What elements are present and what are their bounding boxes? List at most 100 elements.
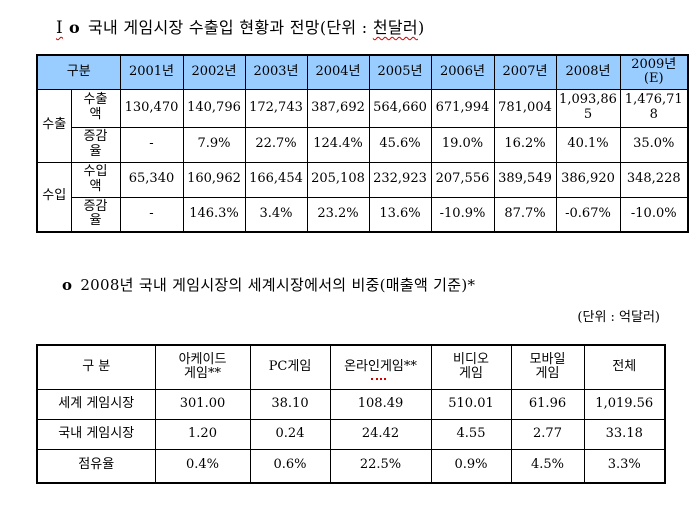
table-cell: 87.7% — [493, 196, 557, 233]
row-label: 증감 율 — [70, 126, 121, 163]
table1-corner-header: 구분 — [36, 54, 121, 90]
table-cell: 33.18 — [583, 418, 666, 450]
table-row: 점유율 0.4% 0.6% 22.5% 0.9% 4.5% 3.3% — [36, 448, 666, 484]
column-header: 2007년 — [493, 54, 557, 90]
column-header: PC게임 — [249, 344, 331, 390]
table-cell: 1,476,718 — [619, 88, 689, 128]
column-header: 2006년 — [430, 54, 495, 90]
row-group-label: 수입 — [36, 161, 72, 233]
export-import-table: 구분 2001년 2002년 2003년 2004년 2005년 2006년 2… — [36, 54, 689, 233]
table-cell: 24.42 — [329, 418, 432, 450]
table-cell: 1.20 — [154, 418, 251, 450]
table-cell: 61.96 — [510, 388, 585, 420]
table-cell: 2.77 — [510, 418, 585, 450]
spellcheck-squiggle — [370, 377, 386, 380]
table-cell: -10.0% — [619, 196, 689, 233]
table-cell: 130,470 — [119, 88, 184, 128]
table2-header-row: 구 분 아케이드 게임** PC게임 온라인게임** 비디오 게임 모바일 게임… — [36, 344, 666, 390]
row-label: 세계 게임시장 — [36, 388, 156, 420]
row-label: 점유율 — [36, 448, 156, 484]
table-cell: 23.2% — [306, 196, 370, 233]
table-cell: -0.67% — [555, 196, 621, 233]
table-row: 수출 수출 액 130,470 140,796 172,743 387,692 … — [36, 88, 689, 163]
market-share-table: 구 분 아케이드 게임** PC게임 온라인게임** 비디오 게임 모바일 게임… — [36, 344, 666, 484]
table-cell: 232,923 — [368, 161, 432, 198]
table-cell: 22.5% — [329, 448, 432, 484]
table-cell: 3.3% — [583, 448, 666, 484]
table-cell: 7.9% — [182, 126, 246, 163]
section2-bullet: o — [62, 276, 73, 294]
table-cell: 510.01 — [430, 388, 512, 420]
column-header: 2005년 — [368, 54, 432, 90]
table-cell: 40.1% — [555, 126, 621, 163]
row-label: 수출 액 — [70, 88, 121, 128]
table1-header-row: 구분 2001년 2002년 2003년 2004년 2005년 2006년 2… — [36, 54, 689, 90]
column-header: 전체 — [583, 344, 666, 390]
table-cell: 205,108 — [306, 161, 370, 198]
table-cell: 35.0% — [619, 126, 689, 163]
section1-title-suffix: ) — [417, 18, 425, 37]
table-cell: 781,004 — [493, 88, 557, 128]
table-cell: 172,743 — [244, 88, 308, 128]
row-label: 증감 율 — [70, 196, 121, 233]
table-cell: 65,340 — [119, 161, 184, 198]
table-cell: 38.10 — [249, 388, 331, 420]
row-group-label: 수출 — [36, 88, 72, 163]
table-row: 증감 율 - 7.9% 22.7% 124.4% 45.6% 19.0% 16.… — [37, 126, 689, 163]
section1-title-text: 국내 게임시장 수출입 현황과 전망(단위 : — [88, 18, 373, 37]
section1-numeral: Ⅰ — [56, 18, 64, 38]
table-cell: -10.9% — [430, 196, 495, 233]
table-cell: 348,228 — [619, 161, 689, 198]
table-cell: 4.5% — [510, 448, 585, 484]
table-cell: 13.6% — [368, 196, 432, 233]
table-cell: 22.7% — [244, 126, 308, 163]
column-header: 2001년 — [119, 54, 184, 90]
table-cell: - — [119, 196, 184, 233]
table-cell: 124.4% — [306, 126, 370, 163]
row-label: 수입 액 — [70, 161, 121, 198]
table-cell: 1,019.56 — [583, 388, 666, 420]
table-cell: - — [119, 126, 184, 163]
table-cell: 0.4% — [154, 448, 251, 484]
table-cell: 386,920 — [555, 161, 621, 198]
table-cell: 564,660 — [368, 88, 432, 128]
table-row: 수입 수입 액 65,340 160,962 166,454 205,108 2… — [36, 161, 689, 233]
section2-title-text: 2008년 국내 게임시장의 세계시장에서의 비중(매출액 기준)* — [80, 276, 476, 294]
table-row: 증감 율 - 146.3% 3.4% 23.2% 13.6% -10.9% 87… — [37, 196, 689, 233]
column-header-label: 온라인게임** — [344, 358, 417, 374]
column-header: 비디오 게임 — [430, 344, 512, 390]
table-cell: 3.4% — [244, 196, 308, 233]
table-row: 국내 게임시장 1.20 0.24 24.42 4.55 2.77 33.18 — [36, 418, 666, 450]
column-header: 모바일 게임 — [510, 344, 585, 390]
table-cell: 387,692 — [306, 88, 370, 128]
table-row: 세계 게임시장 301.00 38.10 108.49 510.01 61.96… — [36, 388, 666, 420]
table-cell: 4.55 — [430, 418, 512, 450]
table-cell: 140,796 — [182, 88, 246, 128]
row-label: 국내 게임시장 — [36, 418, 156, 450]
section2-title: o 2008년 국내 게임시장의 세계시장에서의 비중(매출액 기준)* — [62, 274, 475, 295]
table-cell: 45.6% — [368, 126, 432, 163]
table-cell: 146.3% — [182, 196, 246, 233]
column-header: 아케이드 게임** — [154, 344, 251, 390]
table-cell: 108.49 — [329, 388, 432, 420]
column-header: 온라인게임** — [329, 344, 432, 390]
table-cell: 166,454 — [244, 161, 308, 198]
table-cell: 0.6% — [249, 448, 331, 484]
section1-unit-word: 천달러 — [372, 18, 418, 37]
column-header: 2009년(E) — [619, 54, 689, 90]
table-cell: 0.9% — [430, 448, 512, 484]
table-cell: 389,549 — [493, 161, 557, 198]
table-cell: 207,556 — [430, 161, 495, 198]
table2-corner-header: 구 분 — [36, 344, 156, 390]
column-header: 2008년 — [555, 54, 621, 90]
table-cell: 160,962 — [182, 161, 246, 198]
table-cell: 19.0% — [430, 126, 495, 163]
section2-unit-note: (단위 : 억달러) — [577, 310, 660, 325]
table-cell: 1,093,865 — [555, 88, 621, 128]
table-cell: 16.2% — [493, 126, 557, 163]
column-header: 2003년 — [244, 54, 308, 90]
table-cell: 671,994 — [430, 88, 495, 128]
table-cell: 301.00 — [154, 388, 251, 420]
table-cell: 0.24 — [249, 418, 331, 450]
